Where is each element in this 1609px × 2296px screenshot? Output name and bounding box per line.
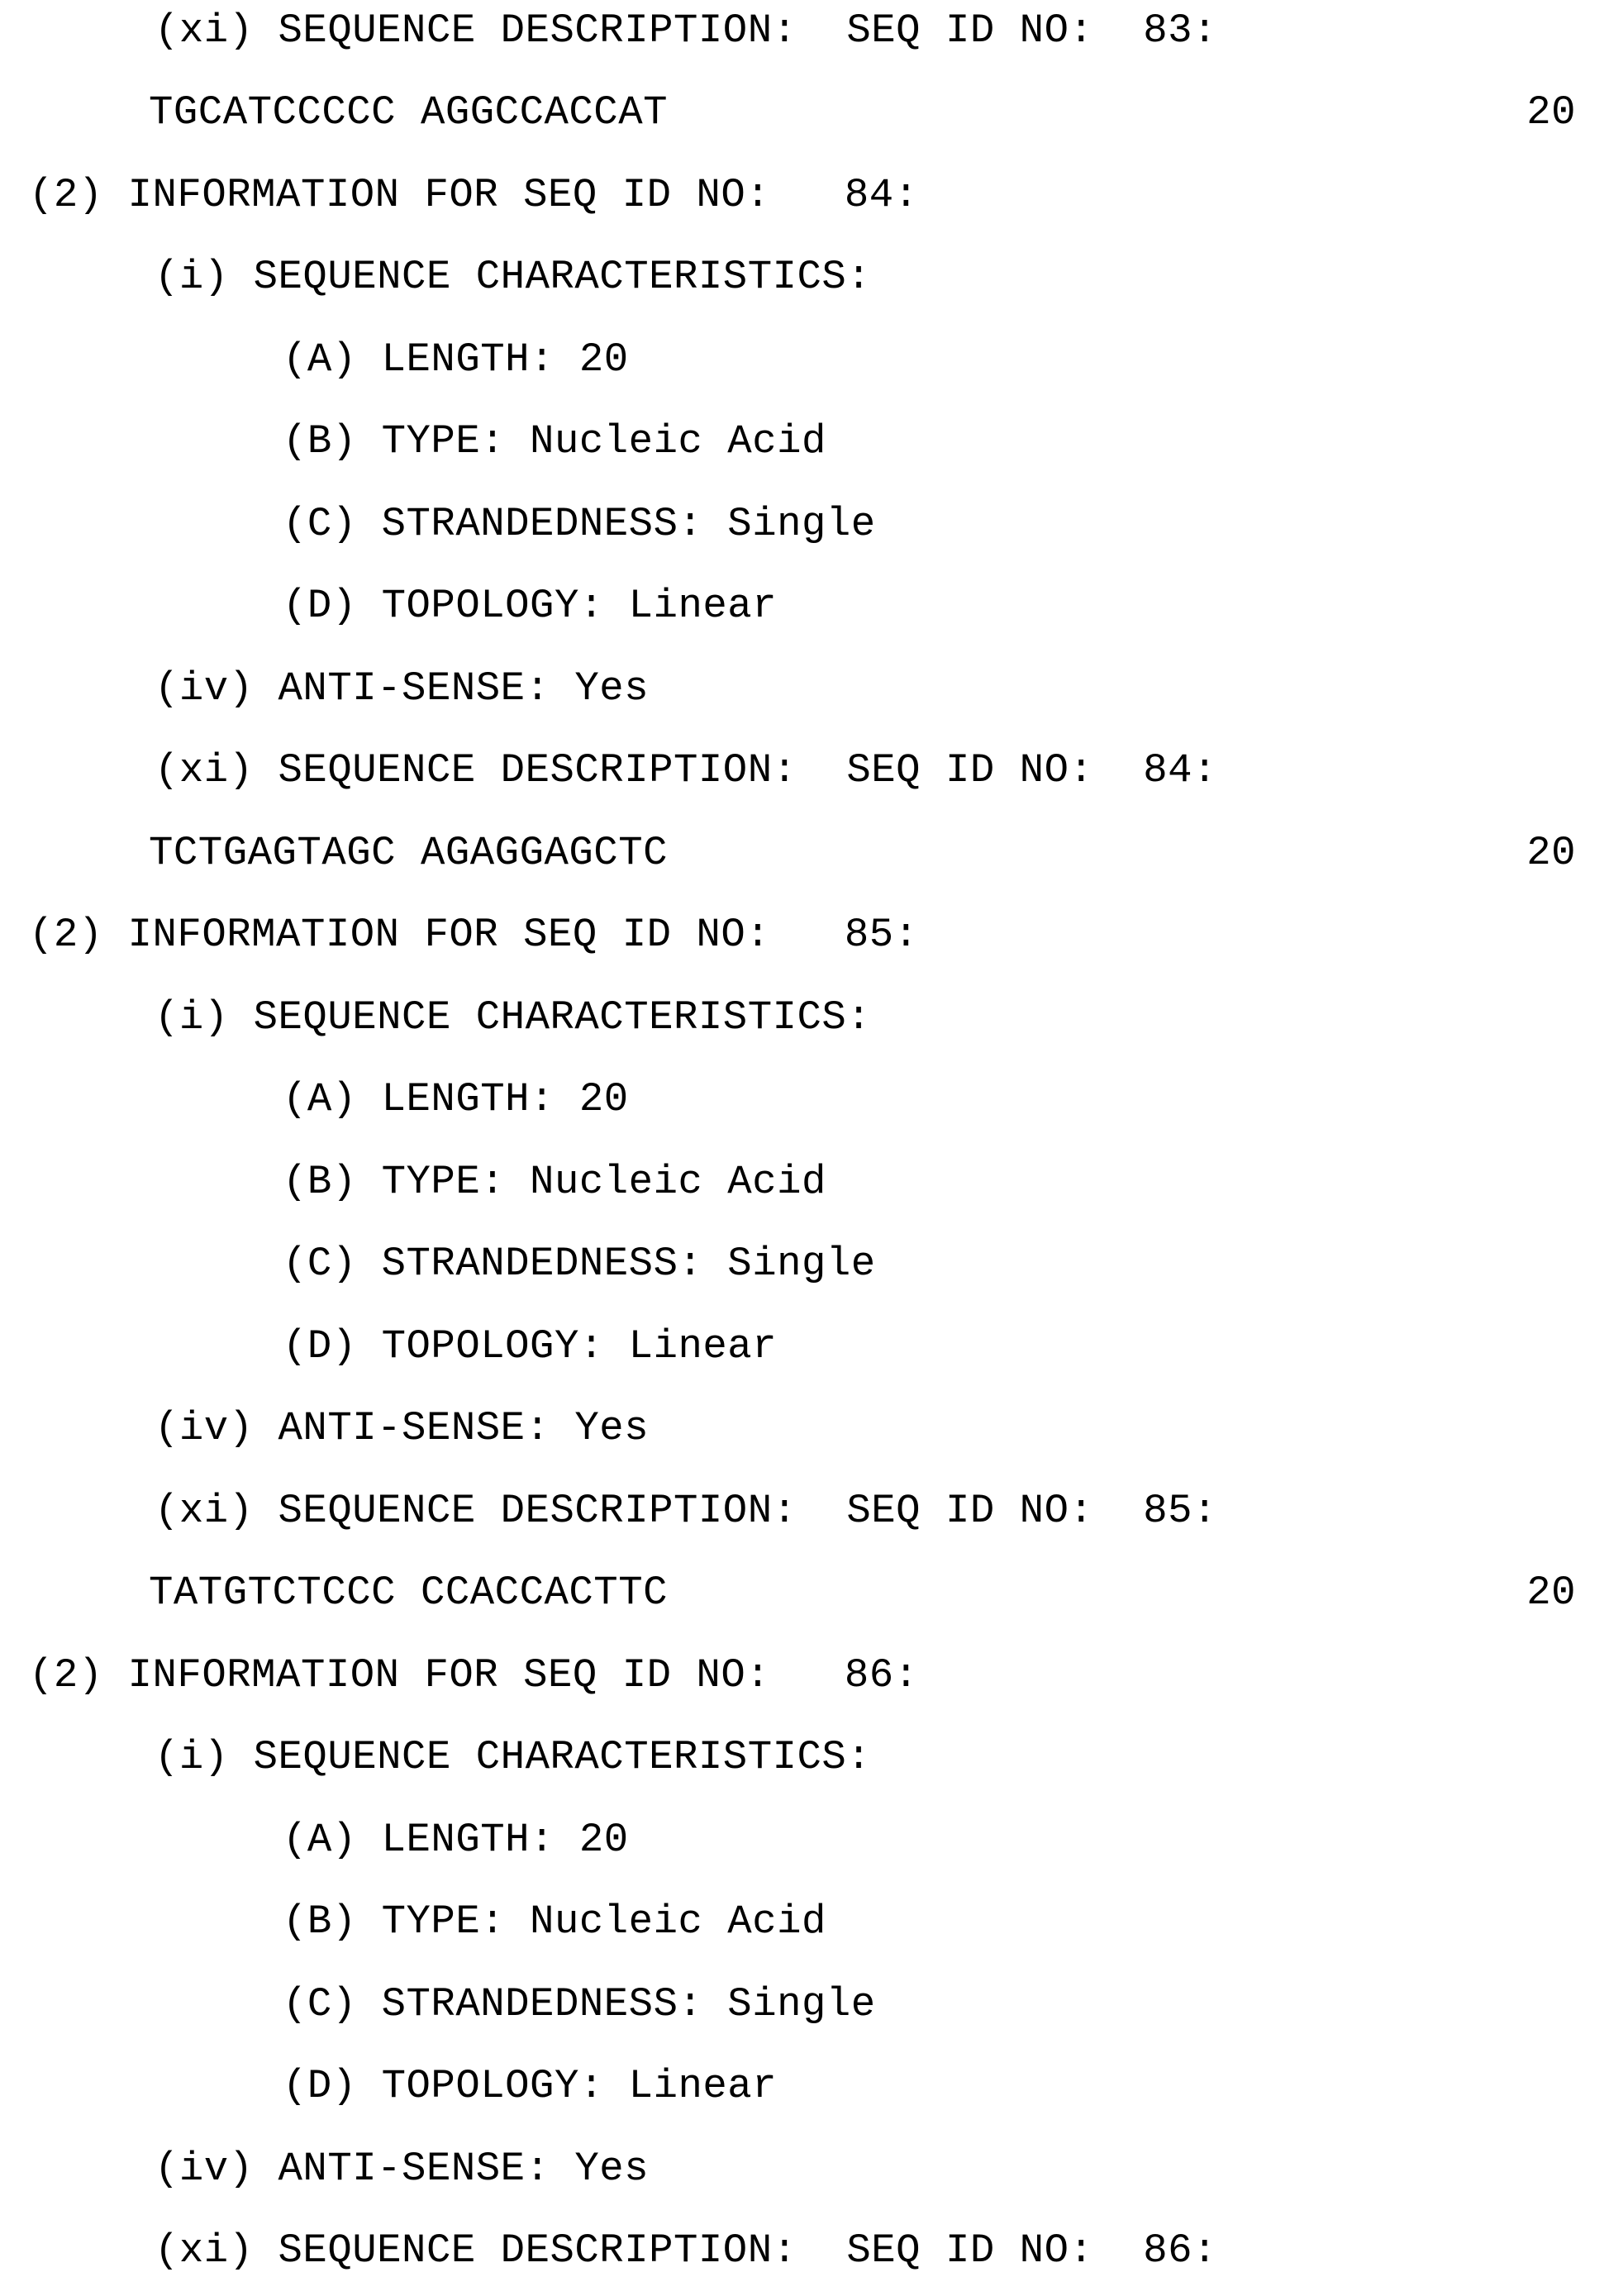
seq-85-characteristics-line: (i) SEQUENCE CHARACTERISTICS: xyxy=(0,976,1609,1059)
line-text: (xi) SEQUENCE DESCRIPTION: SEQ ID NO: 83… xyxy=(155,7,1217,54)
seq-84-sequence-data-line: TCTGAGTAGC AGAGGAGCTC 20 xyxy=(0,812,1609,894)
line-text: (A) LENGTH: 20 xyxy=(283,1076,629,1123)
line-text: (i) SEQUENCE CHARACTERISTICS: xyxy=(155,1734,872,1781)
line-text: (B) TYPE: Nucleic Acid xyxy=(283,1898,826,1946)
seq-86-xi-description-line: (xi) SEQUENCE DESCRIPTION: SEQ ID NO: 86… xyxy=(0,2210,1609,2293)
sequence-text: TGCATCCCCC AGGCCACCAT xyxy=(149,89,669,136)
line-text: (C) STRANDEDNESS: Single xyxy=(283,1980,876,2027)
line-text: (2) INFORMATION FOR SEQ ID NO: 86: xyxy=(29,1651,919,1698)
seq-85-topology-line: (D) TOPOLOGY: Linear xyxy=(0,1305,1609,1388)
sequence-length-number: 20 xyxy=(1526,89,1576,136)
line-text: (D) TOPOLOGY: Linear xyxy=(283,583,778,630)
line-text: (B) TYPE: Nucleic Acid xyxy=(283,418,826,465)
line-text: (xi) SEQUENCE DESCRIPTION: SEQ ID NO: 85… xyxy=(155,1487,1217,1534)
line-text: (iv) ANTI-SENSE: Yes xyxy=(155,1405,650,1452)
line-text: (i) SEQUENCE CHARACTERISTICS: xyxy=(155,993,872,1041)
line-text: (xi) SEQUENCE DESCRIPTION: SEQ ID NO: 84… xyxy=(155,747,1217,794)
sequence-text: TATGTCTCCC CCACCACTTC xyxy=(149,1570,669,1617)
seq-85-info-header: (2) INFORMATION FOR SEQ ID NO: 85: xyxy=(0,894,1609,977)
seq-83-sequence-data-line: TGCATCCCCC AGGCCACCAT 20 xyxy=(0,72,1609,155)
line-text: (A) LENGTH: 20 xyxy=(283,1816,629,1863)
seq-84-antisense-line: (iv) ANTI-SENSE: Yes xyxy=(0,647,1609,730)
line-text: (iv) ANTI-SENSE: Yes xyxy=(155,2145,650,2192)
seq-86-length-line: (A) LENGTH: 20 xyxy=(0,1798,1609,1881)
line-text: (A) LENGTH: 20 xyxy=(283,336,629,383)
sequence-text: TCTGAGTAGC AGAGGAGCTC xyxy=(149,829,669,876)
seq-86-topology-line: (D) TOPOLOGY: Linear xyxy=(0,2046,1609,2128)
seq-86-type-line: (B) TYPE: Nucleic Acid xyxy=(0,1881,1609,1964)
seq-84-strandedness-line: (C) STRANDEDNESS: Single xyxy=(0,483,1609,565)
seq-85-type-line: (B) TYPE: Nucleic Acid xyxy=(0,1141,1609,1223)
line-text: (D) TOPOLOGY: Linear xyxy=(283,2063,778,2110)
seq-85-sequence-data-line: TATGTCTCCC CCACCACTTC 20 xyxy=(0,1552,1609,1635)
sequence-length-number: 20 xyxy=(1526,829,1576,876)
line-text: (xi) SEQUENCE DESCRIPTION: SEQ ID NO: 86… xyxy=(155,2227,1217,2275)
seq-85-strandedness-line: (C) STRANDEDNESS: Single xyxy=(0,1223,1609,1306)
sequence-length-number: 20 xyxy=(1526,1570,1576,1617)
line-text: (i) SEQUENCE CHARACTERISTICS: xyxy=(155,254,872,301)
line-text: (B) TYPE: Nucleic Acid xyxy=(283,1158,826,1205)
seq-85-antisense-line: (iv) ANTI-SENSE: Yes xyxy=(0,1388,1609,1470)
seq-86-antisense-line: (iv) ANTI-SENSE: Yes xyxy=(0,2127,1609,2210)
seq-86-info-header: (2) INFORMATION FOR SEQ ID NO: 86: xyxy=(0,1634,1609,1717)
seq-84-topology-line: (D) TOPOLOGY: Linear xyxy=(0,565,1609,648)
seq-84-length-line: (A) LENGTH: 20 xyxy=(0,318,1609,401)
line-text: (iv) ANTI-SENSE: Yes xyxy=(155,665,650,712)
line-text: (D) TOPOLOGY: Linear xyxy=(283,1322,778,1370)
line-text: (2) INFORMATION FOR SEQ ID NO: 85: xyxy=(29,912,919,959)
line-text: (2) INFORMATION FOR SEQ ID NO: 84: xyxy=(29,171,919,218)
seq-84-info-header: (2) INFORMATION FOR SEQ ID NO: 84: xyxy=(0,154,1609,236)
seq-84-xi-description-line: (xi) SEQUENCE DESCRIPTION: SEQ ID NO: 84… xyxy=(0,730,1609,812)
line-text: (C) STRANDEDNESS: Single xyxy=(283,500,876,547)
seq-85-length-line: (A) LENGTH: 20 xyxy=(0,1059,1609,1141)
seq-83-xi-description-line: (xi) SEQUENCE DESCRIPTION: SEQ ID NO: 83… xyxy=(0,0,1609,72)
seq-85-xi-description-line: (xi) SEQUENCE DESCRIPTION: SEQ ID NO: 85… xyxy=(0,1470,1609,1552)
seq-84-type-line: (B) TYPE: Nucleic Acid xyxy=(0,401,1609,483)
seq-86-characteristics-line: (i) SEQUENCE CHARACTERISTICS: xyxy=(0,1717,1609,1799)
seq-84-characteristics-line: (i) SEQUENCE CHARACTERISTICS: xyxy=(0,236,1609,319)
line-text: (C) STRANDEDNESS: Single xyxy=(283,1241,876,1288)
seq-86-strandedness-line: (C) STRANDEDNESS: Single xyxy=(0,1963,1609,2046)
